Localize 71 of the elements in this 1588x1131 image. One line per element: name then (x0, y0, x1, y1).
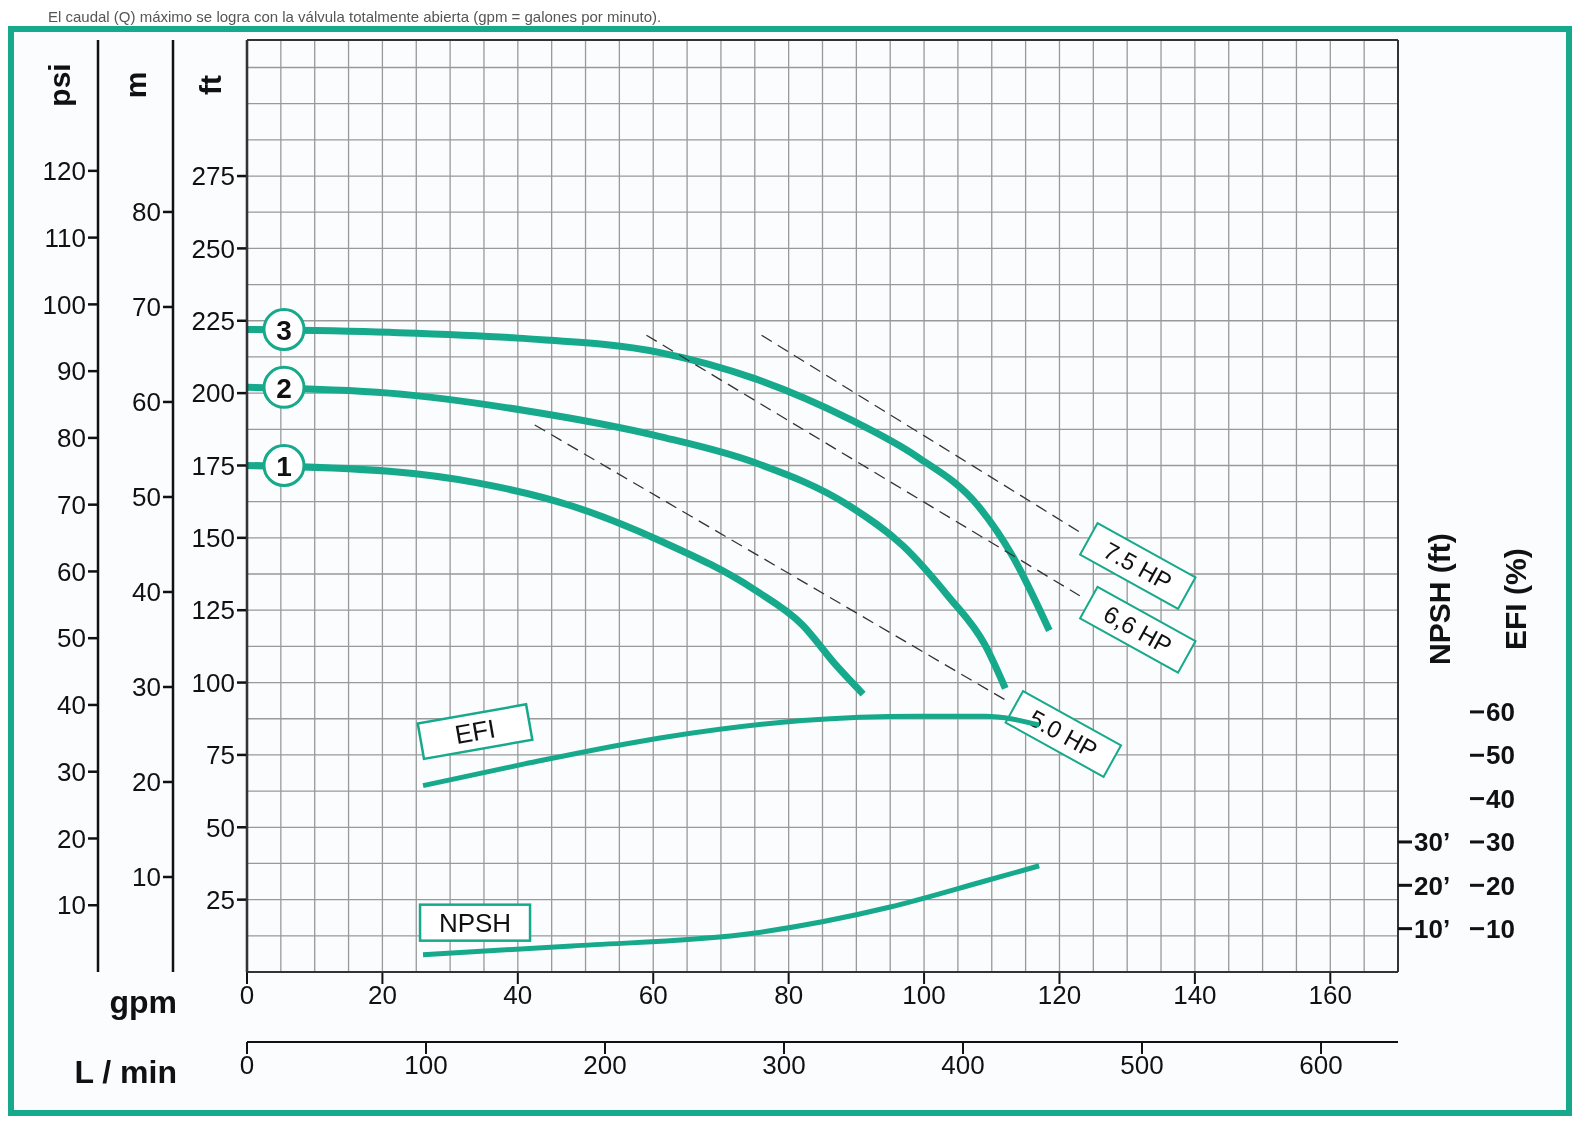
y-tick-label: 50 (1486, 740, 1515, 771)
text: El caudal (Q) máximo se logra con la válvula totalmente abierta (gpm = galones por minuto). (48, 8, 662, 25)
y3-tick-label: 10 (132, 862, 161, 893)
y2-tick-label: 50 (57, 623, 86, 654)
series-label: NPSH (438, 907, 512, 938)
series-label: 1 (276, 450, 292, 482)
text: EFI (452, 713, 498, 750)
y2-tick-label: 20 (57, 823, 86, 854)
y2-tick-label: 10’ (1414, 913, 1451, 944)
y3-tick-label: 20 (132, 767, 161, 798)
y-tick-label: 225 (191, 305, 235, 336)
y-axis-title: ft (193, 75, 227, 95)
y-tick-label: 10 (1486, 913, 1515, 944)
x-tick-label: 40 (503, 980, 533, 1011)
x2-tick-label: 200 (583, 1050, 627, 1081)
x-tick-label: 20 (367, 980, 397, 1011)
y-tick-label: 150 (191, 523, 235, 554)
text: 6,6 HP (1099, 600, 1177, 660)
series-label: 3 (276, 314, 292, 346)
x2-tick-label: 0 (239, 1050, 255, 1081)
text: 7.5 HP (1099, 536, 1177, 596)
y3-tick-label: 70 (132, 292, 161, 323)
y2-axis-title: psi (42, 63, 76, 107)
y-tick-label: 50 (206, 812, 235, 843)
y2-tick-label: 100 (42, 289, 86, 320)
y3-tick-label: 80 (132, 197, 161, 228)
y2-tick-label: 90 (57, 356, 86, 387)
y2-tick-label: 10 (57, 890, 86, 921)
y3-tick-label: 60 (132, 387, 161, 418)
y2-tick-label: 70 (57, 489, 86, 520)
y-tick-label: 275 (191, 161, 235, 192)
y-tick-label: 75 (206, 740, 235, 771)
x-tick-label: 80 (774, 980, 804, 1011)
y-axis-title: EFI (%) (1499, 548, 1533, 651)
y-tick-label: 20 (1486, 870, 1515, 901)
y2-tick-label: 40 (57, 690, 86, 721)
x-tick-label: 120 (1037, 980, 1082, 1011)
y-tick-label: 200 (191, 378, 235, 409)
y3-tick-label: 30 (132, 672, 161, 703)
x-tick-label: 140 (1173, 980, 1217, 1011)
x-tick-label: 60 (638, 980, 668, 1011)
y2-tick-label: 80 (57, 423, 86, 454)
legend-label: 2 (276, 372, 292, 404)
x2-tick-label: 100 (404, 1050, 448, 1081)
x2-tick-label: 600 (1299, 1050, 1343, 1081)
y-tick-label: 30 (1486, 827, 1515, 858)
y-tick-label: 60 (1486, 697, 1515, 728)
x-tick-label: 160 (1308, 980, 1352, 1011)
x-tick-label: 100 (902, 980, 946, 1011)
y-tick-label: 175 (191, 450, 235, 481)
x2-tick-label: 500 (1120, 1050, 1164, 1081)
y3-tick-label: 40 (132, 577, 161, 608)
y2-axis-title: NPSH (ft) (1423, 533, 1457, 666)
y-tick-label: 125 (191, 595, 235, 626)
x2-tick-label: 400 (941, 1050, 985, 1081)
y3-tick-label: 50 (132, 482, 161, 513)
y2-tick-label: 20’ (1414, 870, 1451, 901)
y2-tick-label: 30 (57, 756, 86, 787)
x-tick-label: 0 (239, 980, 255, 1011)
y3-axis-title: m (119, 71, 152, 99)
y2-tick-label: 60 (57, 556, 86, 587)
y-tick-label: 25 (206, 884, 235, 915)
y-tick-label: 100 (191, 667, 235, 698)
y2-tick-label: 110 (44, 222, 86, 253)
x2-axis-title: L / min (74, 1054, 177, 1090)
y-tick-label: 250 (191, 233, 235, 264)
y2-tick-label: 30’ (1414, 827, 1451, 858)
y2-tick-label: 120 (42, 156, 86, 187)
x-axis-title: gpm (109, 984, 177, 1020)
y-tick-label: 40 (1486, 783, 1515, 814)
x2-tick-label: 300 (762, 1050, 806, 1081)
